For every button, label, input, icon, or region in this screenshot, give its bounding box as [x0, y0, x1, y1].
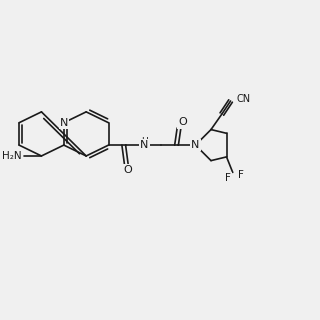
Text: N: N [60, 118, 68, 128]
Text: N: N [191, 140, 200, 150]
Text: N: N [60, 118, 68, 128]
Text: O: O [178, 117, 187, 127]
Text: F: F [225, 173, 231, 183]
Text: H₂N: H₂N [2, 151, 21, 161]
Text: CN: CN [236, 93, 250, 103]
Text: F: F [237, 170, 244, 180]
Text: O: O [124, 165, 132, 175]
Text: H: H [141, 137, 148, 146]
Text: N: N [140, 140, 148, 150]
